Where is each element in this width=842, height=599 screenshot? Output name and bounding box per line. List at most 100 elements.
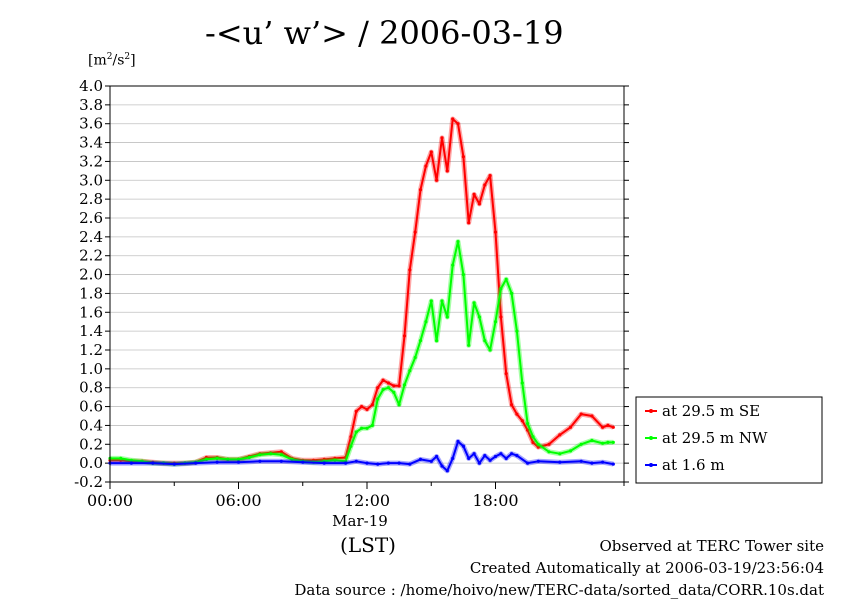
y-tick-label: 0.8 [79,379,103,397]
data-point [381,388,385,392]
y-tick-label: 3.4 [79,134,103,152]
x-tick-label: 18:00 [472,491,518,510]
y-tick-label: 1.6 [79,303,103,321]
footer-created: Created Automatically at 2006-03-19/23:5… [469,559,824,577]
data-point [258,453,262,457]
data-point [606,440,610,444]
data-point [606,423,610,427]
data-point [172,462,176,466]
data-point [456,240,460,244]
data-point [360,405,364,409]
data-point [558,460,562,464]
data-point [477,315,481,319]
data-point [456,439,460,444]
data-point [349,444,353,448]
data-point [445,315,449,319]
data-point [418,188,423,192]
data-point [499,452,503,456]
legend-label-0: at 29.5 m SE [662,402,760,420]
data-point [472,192,476,196]
data-point [247,455,251,460]
data-point [386,381,390,385]
data-point [611,462,615,466]
data-point [526,421,530,426]
data-point [568,425,573,429]
data-point [526,461,530,465]
legend-marker-1 [649,436,653,440]
data-point [477,202,481,206]
y-tick-label: 3.0 [79,171,103,189]
data-point [333,458,337,462]
data-point [477,461,481,465]
data-point [236,460,241,464]
y-tick-label: 1.0 [79,360,103,378]
data-point [590,438,594,443]
data-point [547,450,551,454]
data-point [526,428,530,432]
data-point [413,355,417,360]
data-point [531,435,535,439]
data-point [499,287,503,291]
y-tick-label: 2.0 [79,266,103,284]
data-point [408,462,412,466]
y-tick-label: 2.4 [79,228,103,246]
data-point [119,456,123,460]
legend-label-1: at 29.5 m NW [662,429,768,447]
data-point [488,348,492,352]
data-point [547,442,551,446]
series-halo-1 [110,239,614,467]
data-point [493,320,498,324]
data-point [440,299,444,303]
legend-box [635,396,823,484]
data-point [568,449,573,453]
x-tick-label: 00:00 [87,491,133,510]
data-point [397,461,401,465]
data-point [488,174,492,178]
data-point [413,230,417,234]
series-halo-0 [110,116,615,466]
data-point [483,454,487,458]
data-point [204,457,208,461]
data-point [429,150,433,154]
data-point [461,273,465,277]
data-point [493,230,498,234]
y-tick-label: 3.2 [79,152,103,170]
data-point [590,461,594,465]
data-point [194,461,198,465]
data-point [579,459,583,463]
data-point [531,440,535,444]
x-axis-unit-label: (LST) [340,533,396,557]
y-tick-label: -0.2 [74,473,103,491]
data-point [392,384,396,388]
x-tick-label: 06:00 [215,491,261,510]
y-tick-label: 3.6 [79,115,103,133]
y-unit-mid: /s [112,52,125,69]
data-point [381,378,385,382]
y-tick-label: 4.0 [79,77,103,95]
data-point [344,461,348,465]
data-point [354,430,358,434]
data-point [467,456,471,460]
data-point [515,454,519,458]
data-point [445,469,449,473]
data-point [504,456,508,460]
data-point [611,425,615,429]
data-point [510,403,514,407]
data-point [424,164,428,168]
data-point [360,426,364,430]
data-point [504,277,508,281]
y-tick-label: 1.8 [79,284,103,302]
data-point [392,390,396,394]
data-point [386,461,390,465]
data-point [424,320,428,324]
y-unit-base: [m [88,52,107,69]
data-point [140,459,144,463]
x-axis-date-label: Mar-19 [332,512,388,530]
legend-marker-0 [649,409,653,413]
data-point [488,458,492,462]
y-tick-layer: -0.20.00.20.40.60.81.01.21.41.61.82.02.2… [74,77,629,491]
data-point [499,315,503,319]
footer-site: Observed at TERC Tower site [599,537,824,555]
data-point [601,441,605,445]
